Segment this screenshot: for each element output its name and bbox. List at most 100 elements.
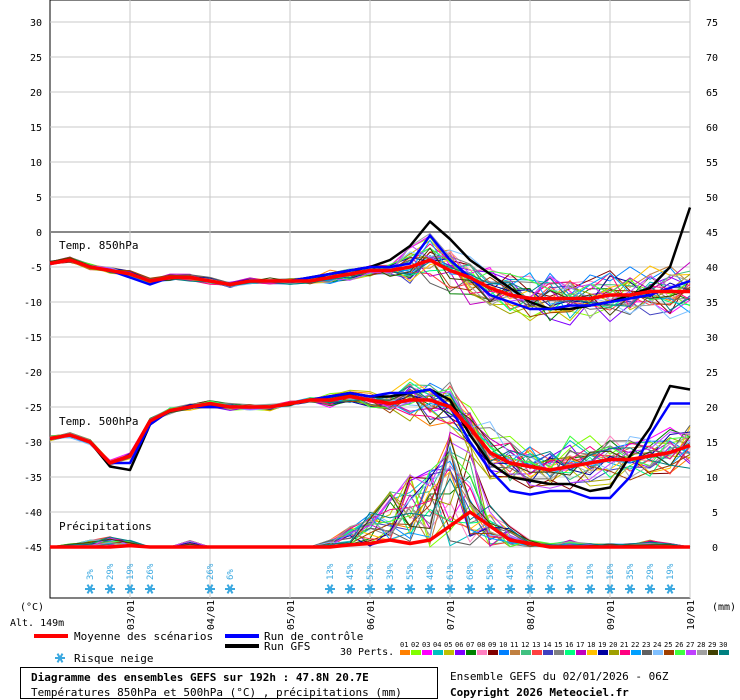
snow-risk-pct: 29%	[646, 563, 656, 580]
pert-swatch	[719, 650, 729, 655]
left-tick-label: -40	[24, 508, 42, 519]
pert-swatch	[554, 650, 564, 655]
pert-swatch	[433, 650, 443, 655]
snowflake-icon	[485, 584, 495, 594]
pert-swatch	[510, 650, 520, 655]
snowflake-core	[507, 586, 513, 592]
right-tick-label: 75	[706, 18, 718, 29]
snow-risk-pct: 13%	[326, 563, 336, 580]
pert-number: 21	[620, 641, 628, 649]
left-tick-label: -15	[24, 333, 42, 344]
left-unit: (°C)	[20, 602, 44, 613]
date-tick-label: 03/01	[126, 600, 137, 630]
right-tick-label: 0	[712, 543, 718, 554]
pert-swatch	[543, 650, 553, 655]
snowflake-icon	[425, 584, 435, 594]
snowflake-icon	[625, 584, 635, 594]
snowflake-core	[367, 586, 373, 592]
pert-number: 14	[543, 641, 551, 649]
pert-number: 16	[565, 641, 573, 649]
snow-risk-pct: 6%	[226, 569, 236, 580]
snowflake-core	[667, 586, 673, 592]
snow-risk-pct: 32%	[526, 563, 536, 580]
snow-risk-pct: 19%	[566, 563, 576, 580]
pert-number: 17	[576, 641, 584, 649]
footer-box: Diagramme des ensembles GEFS sur 192h : …	[20, 667, 438, 699]
snow-risk-row: 3% 29% 19% 26% 26% 6% 13% 45% 52% 39% 55% 48% 61% 68%…	[85, 563, 676, 594]
snow-risk-pct: 61%	[446, 563, 456, 580]
pert-number: 26	[675, 641, 683, 649]
right-unit: (mm)	[712, 602, 736, 613]
snow-risk-pct: 48%	[426, 563, 436, 580]
pert-swatch	[642, 650, 652, 655]
snowflake-core	[547, 586, 553, 592]
snow-risk-pct: 52%	[366, 563, 376, 580]
snowflake-core	[447, 586, 453, 592]
snowflake-core	[567, 586, 573, 592]
right-tick-label: 20	[706, 403, 718, 414]
date-tick-label: 06/01	[366, 600, 377, 630]
right-tick-label: 10	[706, 473, 718, 484]
pert-number: 29	[708, 641, 716, 649]
snow-risk-pct: 19%	[586, 563, 596, 580]
snowflake-icon	[665, 584, 675, 594]
right-tick-label: 55	[706, 158, 718, 169]
snowflake-core	[407, 586, 413, 592]
left-tick-label: -30	[24, 438, 42, 449]
pert-swatch	[565, 650, 575, 655]
snow-risk-pct: 29%	[546, 563, 556, 580]
pert-number: 05	[444, 641, 452, 649]
left-tick-label: -45	[24, 543, 42, 554]
snowflake-icon	[85, 584, 95, 594]
snow-risk-pct: 55%	[406, 563, 416, 580]
pert-number: 04	[433, 641, 441, 649]
snow-risk-pct: 29%	[106, 563, 116, 580]
pert-swatch	[653, 650, 663, 655]
right-tick-label: 30	[706, 333, 718, 344]
control-line-500	[49, 388, 690, 500]
pert-swatch	[521, 650, 531, 655]
pert-number: 07	[466, 641, 474, 649]
grid	[50, 0, 691, 598]
pert-number: 25	[664, 641, 672, 649]
left-tick-label: 5	[36, 193, 42, 204]
pert-number: 11	[510, 641, 518, 649]
snow-risk-pct: 68%	[466, 563, 476, 580]
footer-run: Ensemble GEFS du 02/01/2026 - 06Z	[450, 670, 669, 683]
right-tick-label: 45	[706, 228, 718, 239]
snowflake-core	[327, 586, 333, 592]
date-tick-label: 08/01	[526, 600, 537, 630]
snowflake-core	[587, 586, 593, 592]
pert-swatch	[620, 650, 630, 655]
left-tick-label: -20	[24, 368, 42, 379]
snow-risk-pct: 19%	[666, 563, 676, 580]
date-tick-label: 09/01	[606, 600, 617, 630]
pert-swatch	[686, 650, 696, 655]
mean-line-500	[49, 394, 691, 472]
perts-legend: 01 02 03 04 05 06 07 08 09 10 11 12 13 14 15 16 17 18 19 20…	[400, 641, 729, 655]
left-tick-label: 0	[36, 228, 42, 239]
snow-risk-pct: 3%	[86, 569, 96, 580]
pert-swatch	[609, 650, 619, 655]
snowflake-icon	[645, 584, 655, 594]
legend-gfs-label: Run GFS	[264, 640, 310, 653]
snowflake-core	[147, 586, 153, 592]
snow-risk-pct: 45%	[346, 563, 356, 580]
footer-copyright: Copyright 2026 Meteociel.fr	[450, 686, 629, 699]
snow-risk-pct: 35%	[626, 563, 636, 580]
snowflake-icon	[325, 584, 335, 594]
pert-number: 03	[422, 641, 430, 649]
pert-swatch	[455, 650, 465, 655]
snowflake-core	[57, 655, 63, 661]
snow-risk-pct: 19%	[126, 563, 136, 580]
snowflake-icon	[55, 653, 65, 663]
snowflake-core	[467, 586, 473, 592]
snowflake-icon	[445, 584, 455, 594]
snowflake-icon	[585, 584, 595, 594]
label-t850: Temp. 850hPa	[59, 239, 138, 252]
snowflake-icon	[505, 584, 515, 594]
snowflake-core	[487, 586, 493, 592]
date-tick-label: 07/01	[446, 600, 457, 630]
pert-number: 20	[609, 641, 617, 649]
